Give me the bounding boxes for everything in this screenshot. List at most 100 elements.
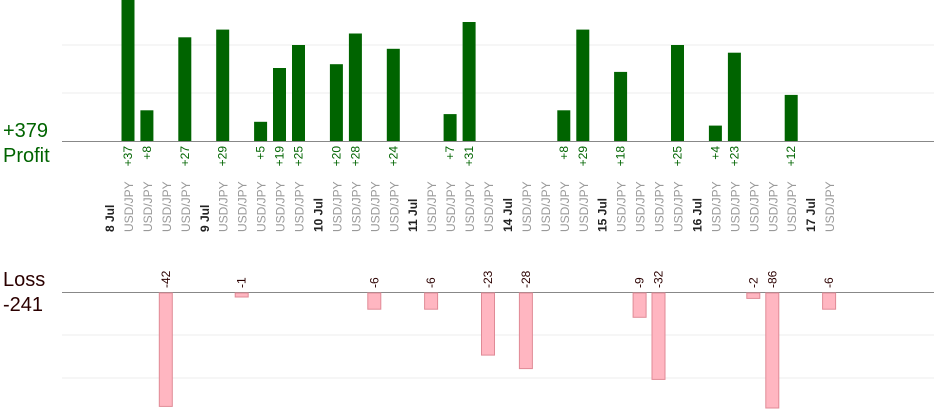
pair-label: USD/JPY	[634, 181, 648, 232]
pair-label: USD/JPY	[823, 181, 837, 232]
value-labels: +37 +8 -42 +27 +29 -1 +5 +19 +25 +20 +28 -6 +24 -6 +7 +…	[121, 146, 836, 288]
profit-value-label: +28	[348, 146, 362, 167]
pair-label: USD/JPY	[653, 181, 667, 232]
pair-label: USD/JPY	[672, 181, 686, 232]
loss-value-label: -86	[765, 270, 779, 288]
pair-label: USD/JPY	[577, 181, 591, 232]
profit-value-label: +24	[386, 146, 400, 167]
profit-bar	[329, 64, 343, 141]
pair-label: USD/JPY	[274, 181, 288, 232]
loss-value-label: -32	[652, 270, 666, 288]
pair-label: USD/JPY	[160, 181, 174, 232]
loss-bar	[651, 292, 666, 380]
profit-bar	[708, 125, 722, 141]
pair-label: USD/JPY	[141, 181, 155, 232]
profit-bar	[462, 22, 476, 141]
profit-label: Profit	[3, 145, 50, 167]
profit-bar	[727, 52, 741, 142]
profit-bar	[576, 29, 590, 142]
date-label: 16 Jul	[690, 198, 704, 232]
profit-bar	[671, 45, 684, 141]
profit-value-label: +29	[216, 146, 230, 167]
loss-value-label: -9	[633, 277, 647, 288]
profit-bar	[273, 68, 286, 141]
profit-value-label: +31	[462, 146, 476, 167]
profit-value-label: +37	[121, 146, 135, 167]
profit-bar	[557, 110, 571, 141]
pair-label: USD/JPY	[217, 181, 231, 232]
loss-bar	[746, 292, 761, 299]
date-label: 10 Jul	[311, 198, 325, 232]
loss-value-label: -6	[367, 277, 381, 288]
profit-bar	[121, 0, 135, 142]
profit-value-label: +5	[254, 146, 268, 160]
loss-bar	[632, 292, 647, 318]
pair-label: USD/JPY	[463, 181, 477, 232]
profit-bar	[443, 114, 457, 141]
loss-value-label: -23	[481, 270, 495, 288]
pair-label: USD/JPY	[520, 181, 534, 232]
gridlines	[62, 44, 934, 379]
loss-bar	[822, 292, 837, 310]
profit-value-label: +7	[443, 146, 457, 160]
loss-value-label: -42	[159, 270, 173, 288]
pair-label: USD/JPY	[444, 181, 458, 232]
loss-value-label: -6	[424, 277, 438, 288]
profit-bar	[140, 110, 154, 141]
bars	[121, 0, 837, 409]
profit-value-label: +19	[273, 146, 287, 167]
loss-bar	[518, 292, 533, 370]
loss-bar	[234, 292, 249, 298]
pair-label: USD/JPY	[122, 181, 136, 232]
profit-bar	[348, 33, 362, 141]
pair-label: USD/JPY	[293, 181, 307, 232]
profit-value-label: +8	[557, 146, 571, 160]
profit-bar	[178, 37, 192, 141]
pair-label: USD/JPY	[747, 181, 761, 232]
pair-label: USD/JPY	[558, 181, 572, 232]
date-label: 9 Jul	[198, 205, 212, 232]
date-label: 17 Jul	[804, 198, 818, 232]
pair-label: USD/JPY	[236, 181, 250, 232]
profit-value-label: +12	[784, 146, 798, 167]
pair-label: USD/JPY	[785, 181, 799, 232]
profit-value-label: +23	[727, 146, 741, 167]
profit-value-label: +25	[671, 146, 685, 167]
loss-bar	[424, 292, 439, 310]
profit-value-label: +27	[178, 146, 192, 167]
pair-label: USD/JPY	[539, 181, 553, 232]
pair-label: USD/JPY	[766, 181, 780, 232]
pair-label: USD/JPY	[425, 181, 439, 232]
pair-label: USD/JPY	[728, 181, 742, 232]
loss-value-label: -1	[235, 277, 249, 288]
loss-total: -241	[3, 294, 44, 316]
loss-bar	[481, 292, 495, 356]
profit-bar	[386, 48, 400, 141]
pair-label: USD/JPY	[709, 181, 723, 232]
x-axis-labels: 8 Jul USD/JPY USD/JPY USD/JPY USD/JPY 9 Jul US…	[103, 181, 837, 232]
profit-bar	[292, 45, 305, 141]
pair-label: USD/JPY	[179, 181, 193, 232]
profit-bar	[216, 29, 230, 142]
loss-value-label: -28	[519, 270, 533, 288]
loss-value-label: -2	[746, 277, 760, 288]
loss-bar	[158, 292, 173, 407]
profit-value-label: +18	[614, 146, 628, 167]
pair-label: USD/JPY	[482, 181, 496, 232]
date-label: 14 Jul	[501, 198, 515, 232]
profit-bar	[254, 121, 268, 141]
date-label: 11 Jul	[406, 199, 420, 232]
pair-label: USD/JPY	[330, 181, 344, 232]
profit-value-label: +4	[708, 146, 722, 160]
pair-label: USD/JPY	[387, 181, 401, 232]
profit-value-label: +25	[292, 146, 306, 167]
loss-label: Loss	[3, 269, 46, 291]
profit-value-label: +8	[140, 146, 154, 160]
loss-bar	[367, 292, 382, 310]
loss-bar	[765, 292, 780, 409]
date-label: 15 Jul	[596, 198, 610, 232]
pair-label: USD/JPY	[255, 181, 269, 232]
profit-bar	[614, 71, 628, 141]
profit-value-label: +29	[576, 146, 590, 167]
